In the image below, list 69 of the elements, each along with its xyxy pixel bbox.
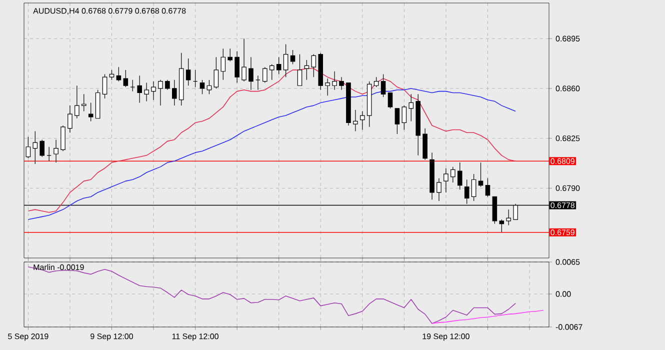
candlestick xyxy=(457,162,462,190)
candlestick xyxy=(262,66,268,84)
candlestick xyxy=(478,162,484,188)
candlestick xyxy=(269,64,274,80)
candlestick xyxy=(297,54,302,86)
y-tick-label: -0.0067 xyxy=(556,324,582,330)
ref-line-label: 0.6809 xyxy=(550,158,574,164)
candlestick xyxy=(234,51,240,84)
candlestick xyxy=(360,110,365,130)
y-tick-label: 0.00 xyxy=(556,291,571,297)
x-tick-label: 5 Sep 2019 xyxy=(8,334,48,341)
candlestick xyxy=(40,139,44,158)
candlestick xyxy=(82,94,86,112)
y-tick-label: 0.6825 xyxy=(556,135,580,142)
candlestick xyxy=(165,80,170,90)
candlestick xyxy=(242,38,246,82)
candlestick xyxy=(200,80,205,94)
candlestick xyxy=(276,56,282,75)
y-tick-label: 0.6790 xyxy=(556,185,580,192)
candlestick xyxy=(32,130,38,164)
ref-line-label: 0.6778 xyxy=(550,202,575,208)
candlestick xyxy=(68,105,72,133)
candlestick xyxy=(471,174,476,202)
candlestick xyxy=(339,76,344,90)
candlestick xyxy=(304,60,310,80)
candlestick xyxy=(74,85,80,119)
candlestick xyxy=(88,102,94,122)
candlestick xyxy=(186,58,191,86)
y-tick-label: 0.6895 xyxy=(556,36,580,42)
text: AUDUSD,H4 0.6768 0.6779 0.6768 0.6778 xyxy=(33,8,186,15)
candlestick xyxy=(290,50,296,65)
candlestick xyxy=(158,80,163,106)
candlestick xyxy=(394,108,400,134)
x-tick-label: 19 Sep 12:00 xyxy=(422,334,470,341)
candlestick xyxy=(444,168,448,193)
candlestick xyxy=(228,48,232,62)
candlestick xyxy=(332,71,337,90)
candlestick xyxy=(137,75,142,104)
candlestick xyxy=(172,80,177,106)
candlestick xyxy=(123,70,128,88)
candlestick xyxy=(102,74,108,99)
candlestick xyxy=(54,139,58,163)
candlestick xyxy=(151,81,156,100)
candlestick xyxy=(353,110,358,132)
x-tick-label: 9 Sep 12:00 xyxy=(90,334,133,341)
y-tick-label: 0.6860 xyxy=(556,86,580,92)
candlestick xyxy=(402,105,407,130)
candlestick xyxy=(311,54,316,78)
candlestick xyxy=(374,76,379,88)
candlestick xyxy=(283,44,288,78)
candlestick xyxy=(436,178,442,202)
candlestick xyxy=(380,74,386,98)
x-tick-label: 11 Sep 12:00 xyxy=(172,334,218,341)
candlestick xyxy=(60,125,66,152)
candlestick xyxy=(408,94,414,122)
candlestick xyxy=(248,56,254,90)
candlestick xyxy=(499,219,504,233)
chart-title: Marlin -0.0019 xyxy=(34,264,84,270)
y-tick-label: 0.0065 xyxy=(556,259,580,265)
candlestick xyxy=(144,82,149,102)
ref-line-label: 0.6759 xyxy=(550,230,574,236)
candlestick xyxy=(485,178,490,198)
candlestick xyxy=(220,48,226,80)
candlestick xyxy=(325,78,330,96)
candlestick xyxy=(450,166,456,183)
candlestick xyxy=(214,56,219,89)
candlestick xyxy=(109,70,114,80)
candlestick xyxy=(388,92,393,109)
candlestick xyxy=(506,209,512,226)
